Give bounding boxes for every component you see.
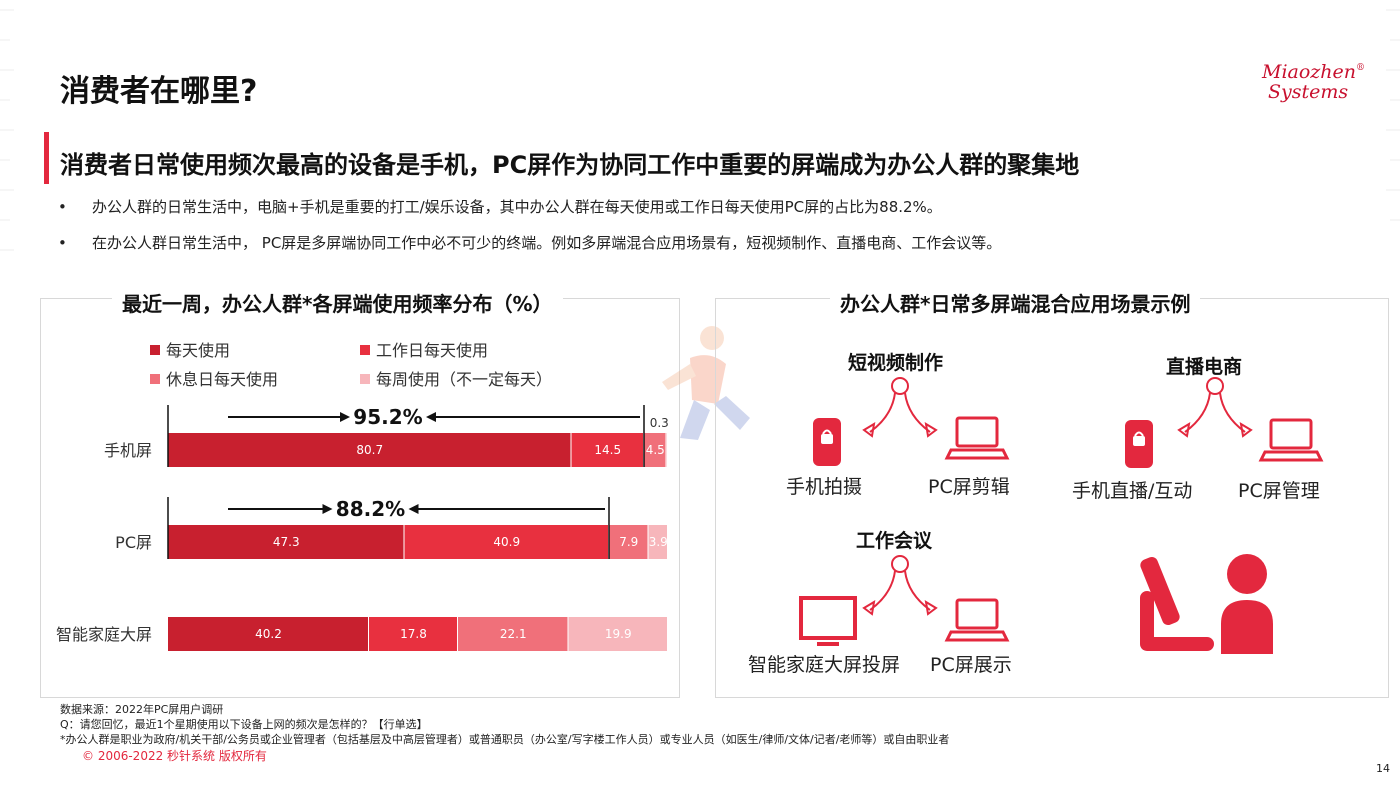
- scenario-label: PC屏管理: [1238, 480, 1320, 502]
- footer-note: *办公人群是职业为政府/机关干部/公务员或企业管理者（包括基层及中高层管理者）或…: [60, 733, 950, 746]
- laptop-icon: [945, 598, 1009, 642]
- footer-source: 数据来源：2022年PC屏用户调研: [60, 703, 224, 716]
- bar-value-label: 22.1: [500, 627, 527, 641]
- legend-swatch: [360, 374, 370, 384]
- legend-item: 每周使用（不一定每天）: [360, 366, 552, 390]
- bar-segment: [568, 617, 667, 651]
- bar-value-label: 7.9: [619, 535, 638, 549]
- scenario-label: 手机拍摄: [786, 476, 863, 498]
- category-label: PC屏: [115, 533, 152, 552]
- scenario-panel-title: 办公人群*日常多屏端混合应用场景示例: [830, 288, 1201, 317]
- bar-value-label: 40.9: [493, 535, 520, 549]
- annotation-arrowhead: [322, 504, 333, 514]
- bar-segment: [644, 433, 666, 467]
- stacked-bar-chart: 手机屏 80.7 14.5 4.5 0.3 PC屏 47.3 40.9 7.9 3.9 智能家庭大屏…: [56, 405, 669, 651]
- annotation-label: 95.2%: [353, 405, 422, 429]
- logo-registered-mark: ®: [1356, 63, 1366, 73]
- phone-icon: [1124, 419, 1154, 469]
- logo-line-1: Miaozhen: [1262, 61, 1357, 83]
- scenario-heading: 短视频制作: [848, 352, 944, 374]
- bar-segment: [666, 433, 667, 467]
- bar-value-label: 19.9: [605, 627, 632, 641]
- scenario-label: 手机直播/互动: [1072, 480, 1193, 502]
- scenario-label: PC屏展示: [930, 654, 1012, 676]
- meeting-person-icon: [1140, 554, 1273, 654]
- legend-label: 工作日每天使用: [376, 341, 489, 360]
- scenario-label: PC屏剪辑: [928, 476, 1010, 498]
- footer-question: Q：请您回忆，最近1个星期使用以下设备上网的频次是怎样的？【行单选】: [60, 718, 428, 731]
- bullet-dot: •: [58, 234, 67, 252]
- bar-value-label: 17.8: [400, 627, 427, 641]
- bar-segment: [404, 525, 608, 559]
- bar-segment: [168, 433, 571, 467]
- laptop-icon: [945, 416, 1009, 460]
- legend-item: 每天使用: [150, 337, 230, 361]
- bar-segment: [571, 433, 643, 467]
- page-subtitle: 消费者日常使用频次最高的设备是手机，PC屏作为协同工作中重要的屏端成为办公人群的…: [60, 151, 1080, 179]
- bullet-dot: •: [58, 198, 67, 216]
- legend-label: 休息日每天使用: [166, 370, 279, 389]
- scenario-label: 智能家庭大屏投屏: [748, 654, 901, 676]
- logo-line-2: Systems: [1268, 81, 1349, 103]
- fork-icon: [1178, 377, 1252, 437]
- bar-value-label: 0.3: [650, 416, 669, 430]
- category-label: 智能家庭大屏: [56, 625, 152, 644]
- bar-value-label: 40.2: [255, 627, 282, 641]
- fork-icon: [863, 555, 937, 615]
- runner-illustration: [662, 326, 750, 440]
- bullet-item: • 办公人群的日常生活中，电脑+手机是重要的打工/娱乐设备，其中办公人群在每天使用…: [58, 196, 942, 217]
- bullet-text: 办公人群的日常生活中，电脑+手机是重要的打工/娱乐设备，其中办公人群在每天使用或…: [92, 198, 942, 216]
- bar-value-label: 3.9: [649, 535, 668, 549]
- copyright: © 2006-2022 秒针系统 版权所有: [82, 749, 267, 763]
- monitor-icon: [799, 596, 857, 646]
- annotation-arrowhead: [426, 412, 436, 422]
- legend-swatch: [150, 374, 160, 384]
- annotation-label: 88.2%: [336, 497, 405, 521]
- bar-segment: [609, 525, 648, 559]
- scenario-diagrams: [799, 377, 1323, 654]
- legend-label: 每周使用（不一定每天）: [376, 370, 553, 389]
- bar-segment: [168, 525, 404, 559]
- bar-segment: [458, 617, 568, 651]
- bar-segment: [168, 617, 368, 651]
- scenario-heading: 直播电商: [1166, 356, 1243, 378]
- legend-swatch: [150, 345, 160, 355]
- bar-segment: [648, 525, 667, 559]
- annotation-arrowhead: [408, 504, 419, 514]
- bar-value-label: 80.7: [356, 443, 383, 457]
- bullet-text: 在办公人群日常生活中， PC屏是多屏端协同工作中必不可少的终端。例如多屏端混合应…: [92, 234, 1002, 252]
- bullet-item: • 在办公人群日常生活中， PC屏是多屏端协同工作中必不可少的终端。例如多屏端混合…: [58, 232, 1001, 253]
- bar-value-label: 4.5: [646, 443, 665, 457]
- legend-label: 每天使用: [166, 341, 231, 360]
- bar-value-label: 47.3: [273, 535, 300, 549]
- bar-value-label: 14.5: [594, 443, 621, 457]
- subtitle-accent-bar: [44, 132, 49, 184]
- phone-icon: [812, 417, 842, 467]
- scenario-heading: 工作会议: [856, 530, 933, 552]
- legend-swatch: [360, 345, 370, 355]
- legend-item: 工作日每天使用: [360, 337, 488, 361]
- page-number: 14: [1376, 762, 1390, 775]
- legend-item: 休息日每天使用: [150, 366, 278, 390]
- company-logo: Miaozhen® Systems: [1262, 58, 1365, 118]
- category-label: 手机屏: [104, 441, 152, 460]
- bar-segment: [369, 617, 457, 651]
- fork-icon: [863, 377, 937, 437]
- laptop-icon: [1259, 418, 1323, 462]
- chart-title: 最近一周，办公人群*各屏端使用频率分布（%）: [112, 288, 563, 317]
- annotation-arrowhead: [340, 412, 350, 422]
- page-title: 消费者在哪里?: [60, 74, 258, 109]
